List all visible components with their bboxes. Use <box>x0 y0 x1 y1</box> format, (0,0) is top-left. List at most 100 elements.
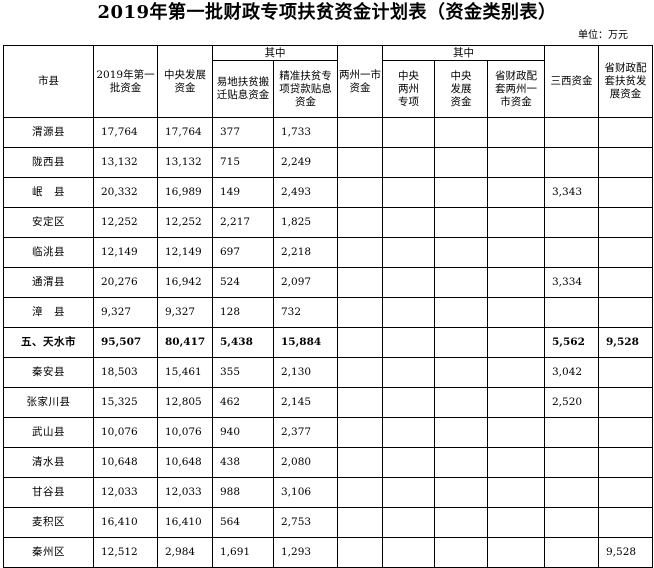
cell-central-dev-2 <box>434 297 488 328</box>
cell-central-dev: 12,149 <box>157 237 213 268</box>
cell-two-state-one-city <box>337 237 383 268</box>
table-row: 甘谷县 12,033 12,033 988 3,106 <box>3 477 653 508</box>
cell-central-dev-2 <box>434 117 488 148</box>
cell-provincial-match-dev <box>598 387 653 418</box>
cell-relocation: 940 <box>212 417 274 448</box>
cell-provincial-match-dev <box>598 357 653 388</box>
table-row: 五、天水市 95,507 80,417 5,438 15,884 5,562 9,528 <box>3 327 653 358</box>
cell-total: 18,503 <box>93 357 158 388</box>
unit-label: 单位：万元 <box>578 30 628 41</box>
cell-relocation: 524 <box>212 267 274 298</box>
cell-sanxi <box>544 117 599 148</box>
cell-provincial-match-two-state <box>487 147 545 178</box>
cell-central-dev: 16,410 <box>157 507 213 538</box>
cell-precision-loan: 1,733 <box>273 117 338 148</box>
table-title: 2019年第一批财政专项扶贫资金计划表（资金类别表） <box>97 2 557 23</box>
cell-sanxi <box>544 207 599 238</box>
cell-central-two-state <box>382 177 435 208</box>
header-central-dev-2: 中央发展资金 <box>434 60 488 118</box>
cell-central-dev: 16,989 <box>157 177 213 208</box>
header-provincial-match-two-state: 省财政配套两州一市资金 <box>487 60 545 118</box>
cell-county: 秦安县 <box>3 357 94 388</box>
cell-relocation: 715 <box>212 147 274 178</box>
cell-central-dev: 13,132 <box>157 147 213 178</box>
cell-county: 岷 县 <box>3 177 94 208</box>
cell-central-two-state <box>382 417 435 448</box>
cell-sanxi <box>544 537 599 568</box>
cell-two-state-one-city <box>337 477 383 508</box>
cell-total: 17,764 <box>93 117 158 148</box>
cell-relocation: 462 <box>212 387 274 418</box>
cell-two-state-one-city <box>337 177 383 208</box>
cell-county: 安定区 <box>3 207 94 238</box>
cell-county: 通渭县 <box>3 267 94 298</box>
cell-relocation: 1,691 <box>212 537 274 568</box>
cell-central-dev: 12,805 <box>157 387 213 418</box>
cell-total: 12,252 <box>93 207 158 238</box>
cell-provincial-match-dev: 9,528 <box>598 327 653 358</box>
cell-two-state-one-city <box>337 297 383 328</box>
cell-precision-loan: 2,493 <box>273 177 338 208</box>
cell-central-dev-2 <box>434 417 488 448</box>
cell-central-two-state <box>382 207 435 238</box>
cell-precision-loan: 2,377 <box>273 417 338 448</box>
cell-central-dev: 17,764 <box>157 117 213 148</box>
table-body: 渭源县 17,764 17,764 377 1,733 陇西县 13,132 13,132 71… <box>3 117 653 568</box>
cell-provincial-match-two-state <box>487 267 545 298</box>
cell-provincial-match-two-state <box>487 117 545 148</box>
header-total: 2019年第一批资金 <box>93 45 158 118</box>
cell-provincial-match-two-state <box>487 417 545 448</box>
cell-central-dev: 15,461 <box>157 357 213 388</box>
cell-total: 12,149 <box>93 237 158 268</box>
header-central-two-state: 中央两州专项 <box>382 60 435 118</box>
cell-central-dev-2 <box>434 207 488 238</box>
cell-two-state-one-city <box>337 447 383 478</box>
cell-county: 甘谷县 <box>3 477 94 508</box>
table-row: 陇西县 13,132 13,132 715 2,249 <box>3 147 653 178</box>
cell-central-two-state <box>382 297 435 328</box>
cell-provincial-match-two-state <box>487 207 545 238</box>
table-row: 麦积区 16,410 16,410 564 2,753 <box>3 507 653 538</box>
cell-provincial-match-dev <box>598 297 653 328</box>
cell-central-dev-2 <box>434 387 488 418</box>
cell-two-state-one-city <box>337 537 383 568</box>
cell-central-dev-2 <box>434 537 488 568</box>
cell-total: 95,507 <box>93 327 158 358</box>
cell-county: 漳 县 <box>3 297 94 328</box>
cell-central-two-state <box>382 357 435 388</box>
cell-provincial-match-two-state <box>487 477 545 508</box>
cell-central-two-state <box>382 267 435 298</box>
cell-central-two-state <box>382 327 435 358</box>
cell-provincial-match-dev <box>598 237 653 268</box>
cell-sanxi: 3,334 <box>544 267 599 298</box>
cell-provincial-match-two-state <box>487 357 545 388</box>
cell-precision-loan: 2,753 <box>273 507 338 538</box>
cell-two-state-one-city <box>337 207 383 238</box>
cell-sanxi <box>544 237 599 268</box>
cell-relocation: 438 <box>212 447 274 478</box>
header-two-state-one-city: 两州一市资金 <box>337 45 383 118</box>
cell-central-dev-2 <box>434 447 488 478</box>
cell-central-dev: 10,648 <box>157 447 213 478</box>
table-row: 通渭县 20,276 16,942 524 2,097 3,334 <box>3 267 653 298</box>
header-relocation: 易地扶贫搬迁贴息资金 <box>212 60 274 118</box>
table-row: 临洮县 12,149 12,149 697 2,218 <box>3 237 653 268</box>
cell-central-dev-2 <box>434 147 488 178</box>
cell-county: 武山县 <box>3 417 94 448</box>
cell-provincial-match-dev: 9,528 <box>598 537 653 568</box>
cell-total: 9,327 <box>93 297 158 328</box>
cell-provincial-match-dev <box>598 507 653 538</box>
cell-provincial-match-dev <box>598 177 653 208</box>
cell-provincial-match-dev <box>598 147 653 178</box>
cell-provincial-match-two-state <box>487 237 545 268</box>
cell-sanxi <box>544 477 599 508</box>
cell-central-two-state <box>382 507 435 538</box>
cell-two-state-one-city <box>337 267 383 298</box>
header-provincial-match-dev: 省财政配套扶贫发展资金 <box>598 45 653 118</box>
cell-precision-loan: 2,130 <box>273 357 338 388</box>
cell-provincial-match-two-state <box>487 387 545 418</box>
cell-sanxi <box>544 417 599 448</box>
cell-county: 清水县 <box>3 447 94 478</box>
cell-sanxi: 5,562 <box>544 327 599 358</box>
cell-total: 20,276 <box>93 267 158 298</box>
